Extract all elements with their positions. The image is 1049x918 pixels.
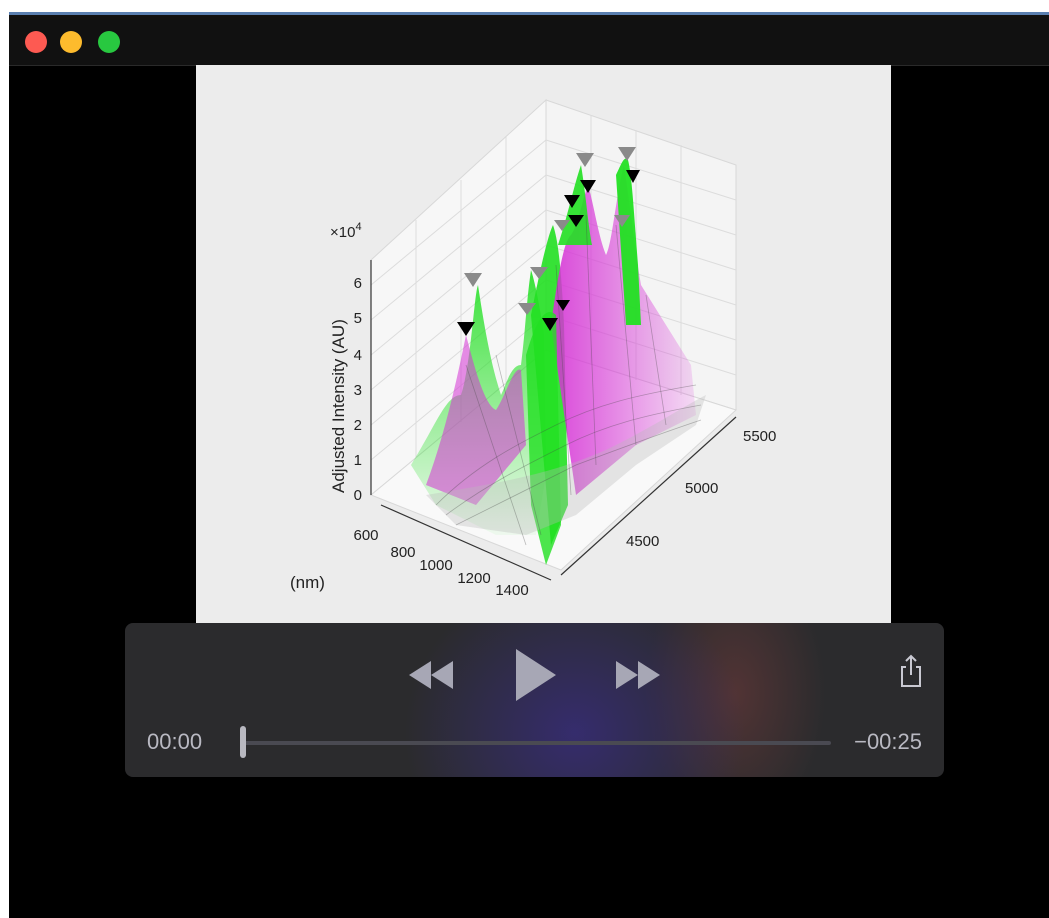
surface-plot: 0 1 2 3 4 5 6 ×104 Adjusted Intensity (A… (290, 98, 776, 599)
x-tick-label: 600 (353, 527, 378, 544)
playback-controls: 00:00 −00:25 (125, 623, 944, 777)
scrubber-handle[interactable] (240, 726, 246, 758)
remaining-time: −00:25 (854, 729, 922, 754)
x-tick-label: 1000 (419, 557, 452, 574)
axes (370, 260, 737, 581)
exponent-label: ×104 (330, 221, 362, 241)
rewind-icon (409, 661, 453, 689)
player-window: 0 1 2 3 4 5 6 ×104 Adjusted Intensity (A… (9, 12, 1049, 918)
fast-forward-button[interactable] (612, 659, 662, 691)
x-unit-label: (nm) (290, 573, 325, 592)
x-tick-label: 800 (390, 544, 415, 561)
scrubber-track[interactable] (243, 741, 831, 745)
share-button[interactable] (899, 653, 923, 689)
z-tick-label: 3 (354, 382, 362, 399)
z-tick-label: 2 (354, 417, 362, 434)
z-tick-label: 1 (354, 452, 362, 469)
y-tick-label: 5500 (743, 428, 776, 445)
z-tick-label: 6 (354, 275, 362, 292)
play-icon (516, 649, 556, 701)
z-tick-label: 4 (354, 347, 362, 364)
z-tick-label: 5 (354, 310, 362, 327)
share-icon (901, 654, 921, 687)
z-tick-label: 0 (354, 487, 362, 504)
z-axis-label: Adjusted Intensity (AU) (329, 319, 348, 493)
x-axis-ticks: 600 800 1000 1200 1400 (353, 527, 528, 599)
x-tick-label: 1400 (495, 582, 528, 599)
close-window-button[interactable] (25, 31, 47, 53)
play-button[interactable] (512, 647, 558, 703)
peak-markers (457, 147, 640, 336)
x-tick-label: 1200 (457, 570, 490, 587)
y-tick-label: 4500 (626, 533, 659, 550)
elapsed-time: 00:00 (147, 729, 203, 754)
rewind-button[interactable] (407, 659, 457, 691)
y-tick-label: 5000 (685, 480, 718, 497)
y-axis-ticks: 4500 5000 5500 (626, 428, 776, 550)
surface-mesh (411, 158, 706, 565)
video-frame: 0 1 2 3 4 5 6 ×104 Adjusted Intensity (A… (196, 65, 891, 625)
fast-forward-icon (616, 661, 660, 689)
z-axis-ticks: 0 1 2 3 4 5 6 (354, 275, 362, 504)
minimize-window-button[interactable] (60, 31, 82, 53)
title-bar (9, 15, 1049, 66)
maximize-window-button[interactable] (98, 31, 120, 53)
